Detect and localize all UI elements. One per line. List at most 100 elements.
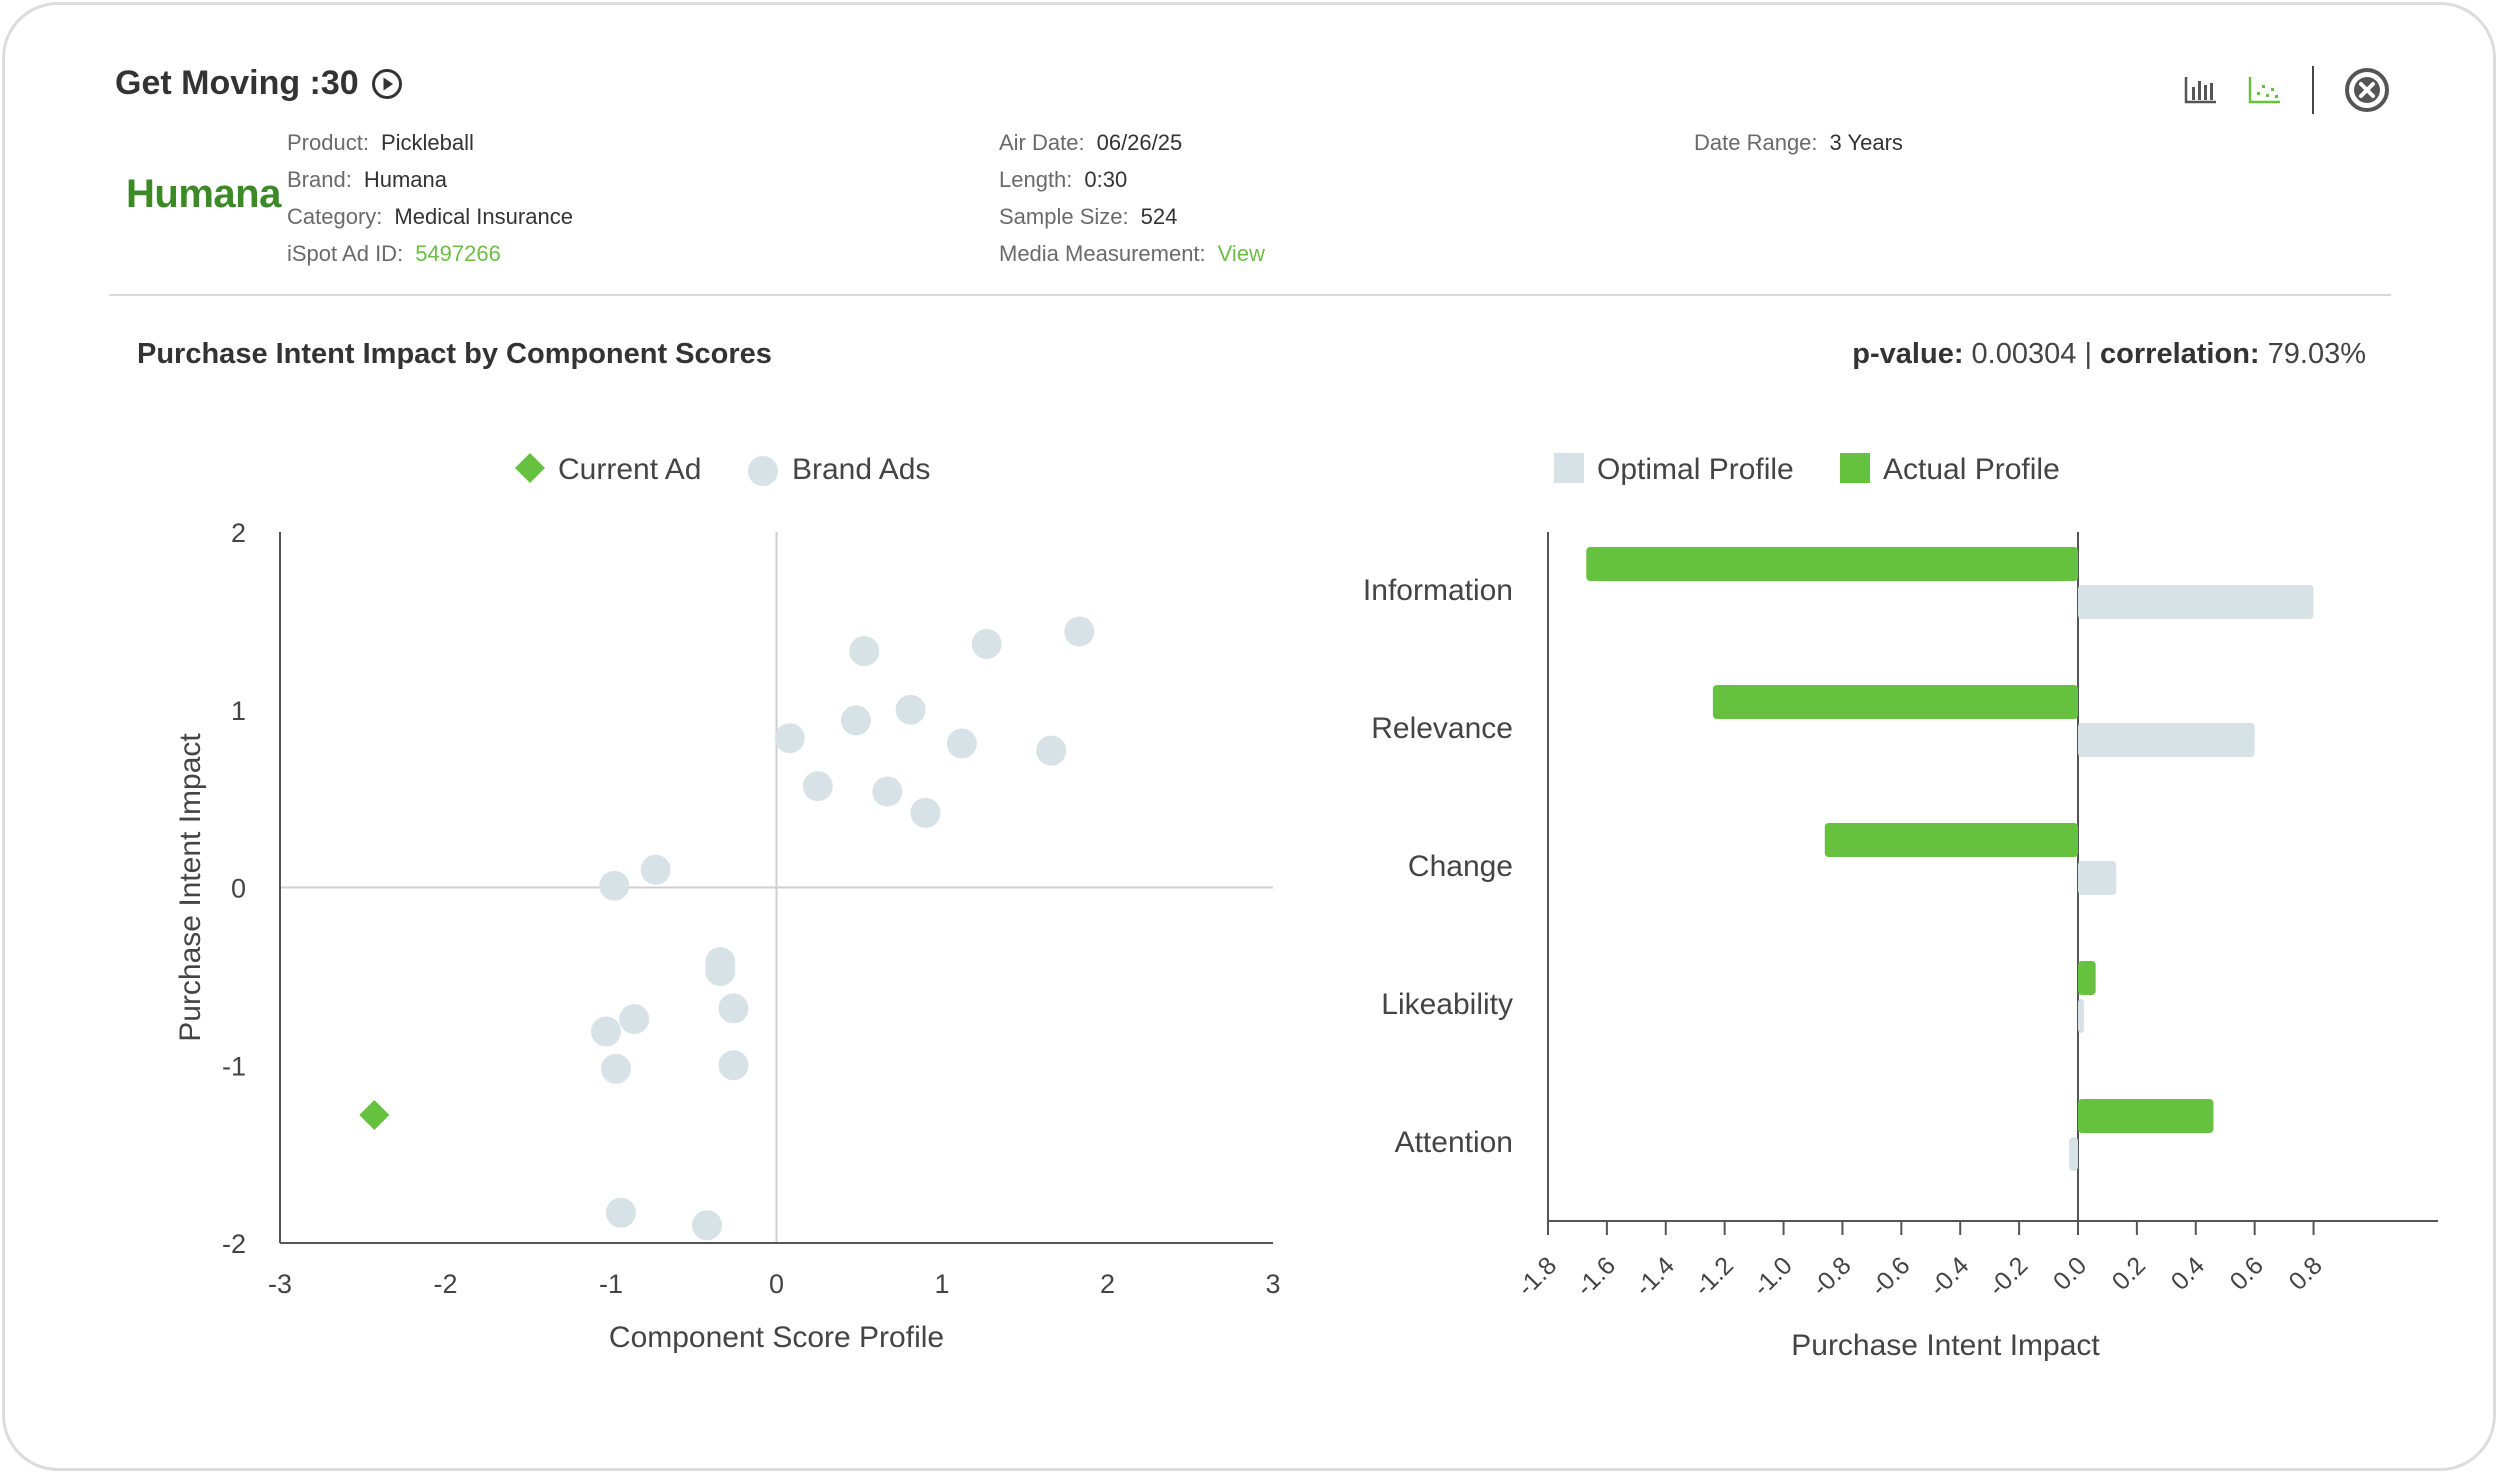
actual-profile-bar [2078, 1099, 2214, 1133]
scatter-chart-icon[interactable] [2248, 75, 2282, 105]
section-title: Purchase Intent Impact by Component Scor… [137, 338, 772, 370]
x-tick-label: -2 [433, 1269, 457, 1299]
category-label: Relevance [1371, 712, 1513, 745]
legend-actual-profile-label: Actual Profile [1883, 453, 2060, 486]
x-axis-label: Purchase Intent Impact [1791, 1329, 2100, 1362]
meta-column-2: Air Date: 06/26/25 Length: 0:30 Sample Siz… [999, 124, 1265, 272]
x-tick-label: -1 [599, 1269, 623, 1299]
x-tick-label: 0.8 [2283, 1251, 2327, 1295]
play-icon[interactable] [371, 68, 403, 100]
brand-ad-point [599, 870, 630, 901]
optimal-profile-bar [2078, 999, 2084, 1033]
toolbar-separator [2312, 66, 2314, 114]
x-tick-label: -1.2 [1689, 1251, 1739, 1301]
x-tick-label: -1.0 [1748, 1251, 1798, 1301]
x-tick-label: 2 [1100, 1269, 1115, 1299]
meta-column-3: Date Range: 3 Years [1694, 124, 1903, 161]
legend-optimal-profile-swatch [1554, 453, 1584, 483]
legend-current-ad-label: Current Ad [558, 453, 701, 486]
x-tick-label: 3 [1265, 1269, 1280, 1299]
scatter-chart: -3 -2 -1 0 1 2 3 -2 -1 0 1 2 Component Score Profile… [174, 453, 1281, 1354]
x-tick-label: 0 [769, 1269, 784, 1299]
category-label: Information [1363, 574, 1513, 607]
x-axis-label: Component Score Profile [609, 1321, 944, 1354]
y-tick-label: 1 [231, 696, 246, 726]
x-tick-label: -0.4 [1924, 1251, 1974, 1301]
brand-ad-point [705, 956, 736, 987]
correlation-label: correlation: [2100, 338, 2260, 370]
brand-ad-point [840, 705, 871, 736]
correlation-value: 79.03% [2267, 338, 2366, 370]
actual-profile-bar [1712, 685, 2078, 719]
optimal-profile-bar [2078, 585, 2314, 619]
view-toolbar [2184, 66, 2390, 114]
current-ad-point [359, 1100, 390, 1131]
close-icon[interactable] [2344, 67, 2390, 113]
x-tick-label: -0.8 [1806, 1251, 1856, 1301]
x-tick-label: -0.2 [1983, 1251, 2033, 1301]
optimal-profile-bar [2078, 861, 2117, 895]
brand-ad-point [718, 1050, 749, 1081]
brand-ad-point [1036, 735, 1067, 766]
category-label: Likeability [1381, 988, 1513, 1021]
pvalue-label: p-value: [1852, 338, 1964, 370]
brand-ad-point [591, 1016, 622, 1047]
brand-ad-point [691, 1210, 722, 1241]
bar-chart-icon[interactable] [2184, 75, 2218, 105]
category-label: Attention [1395, 1126, 1513, 1159]
x-tick-label: 0.2 [2107, 1251, 2151, 1295]
brand-ad-point [872, 776, 903, 807]
y-tick-label: 0 [231, 874, 246, 904]
brand-ad-point [600, 1053, 631, 1084]
pvalue-value: 0.00304 [1971, 338, 2077, 370]
meta-category: Category: Medical Insurance [287, 204, 573, 229]
brand-ad-point [895, 694, 926, 725]
meta-product: Product: Pickleball [287, 130, 474, 155]
brand-ad-point [1064, 616, 1095, 647]
meta-sample-size: Sample Size: 524 [999, 204, 1178, 229]
brand-ad-point [774, 723, 805, 754]
x-tick-label: -3 [268, 1269, 292, 1299]
actual-profile-bar [1824, 823, 2078, 857]
ad-title: Get Moving :30 [115, 64, 359, 102]
meta-column-1: Product: Pickleball Brand: Humana Category… [287, 124, 573, 272]
actual-profile-bar [1586, 547, 2078, 581]
brand-ad-point [718, 993, 749, 1024]
x-tick-label: 0.0 [2048, 1251, 2092, 1295]
legend-optimal-profile-label: Optimal Profile [1597, 453, 1794, 486]
meta-ispot-ad-id: iSpot Ad ID: 5497266 [287, 241, 501, 266]
meta-date-range: Date Range: 3 Years [1694, 130, 1903, 155]
optimal-profile-bar [2078, 723, 2255, 757]
brand-ad-point [619, 1004, 650, 1035]
meta-brand: Brand: Humana [287, 167, 447, 192]
actual-profile-bar [2078, 961, 2096, 995]
x-tick-label: -1.6 [1571, 1251, 1621, 1301]
brand-ad-point [910, 797, 941, 828]
optimal-profile-bar [2069, 1137, 2078, 1171]
legend-current-ad-marker [515, 453, 545, 483]
legend-actual-profile-swatch [1840, 453, 1870, 483]
stats-separator: | [2084, 338, 2092, 370]
x-tick-label: 0.4 [2166, 1251, 2210, 1295]
x-tick-label: 1 [934, 1269, 949, 1299]
x-tick-label: 0.6 [2225, 1251, 2269, 1295]
legend-brand-ads-marker [748, 456, 778, 486]
brand-ad-point [946, 728, 977, 759]
ad-title-row: Get Moving :30 [115, 64, 403, 103]
brand-ad-point [640, 854, 671, 885]
media-measurement-view-link[interactable]: View [1217, 241, 1265, 266]
legend-brand-ads-label: Brand Ads [792, 453, 930, 486]
bar-chart: -1.8 -1.6 -1.4 -1.2 -1.0 -0.8 -0.6 -0.4 -0.2 0.0 0… [1363, 453, 2438, 1362]
brand-ad-point [802, 771, 833, 802]
header-divider [109, 294, 2391, 296]
y-tick-label: -2 [222, 1229, 246, 1259]
meta-length: Length: 0:30 [999, 167, 1128, 192]
y-axis-label: Purchase Intent Impact [174, 733, 207, 1042]
x-tick-label: -0.6 [1865, 1251, 1915, 1301]
brand-ad-point [849, 636, 880, 667]
ispot-ad-id-link[interactable]: 5497266 [415, 241, 501, 266]
meta-air-date: Air Date: 06/26/25 [999, 130, 1183, 155]
brand-ad-point [605, 1197, 636, 1228]
brand-logo: Humana [126, 172, 281, 216]
brand-ad-point [971, 628, 1002, 659]
